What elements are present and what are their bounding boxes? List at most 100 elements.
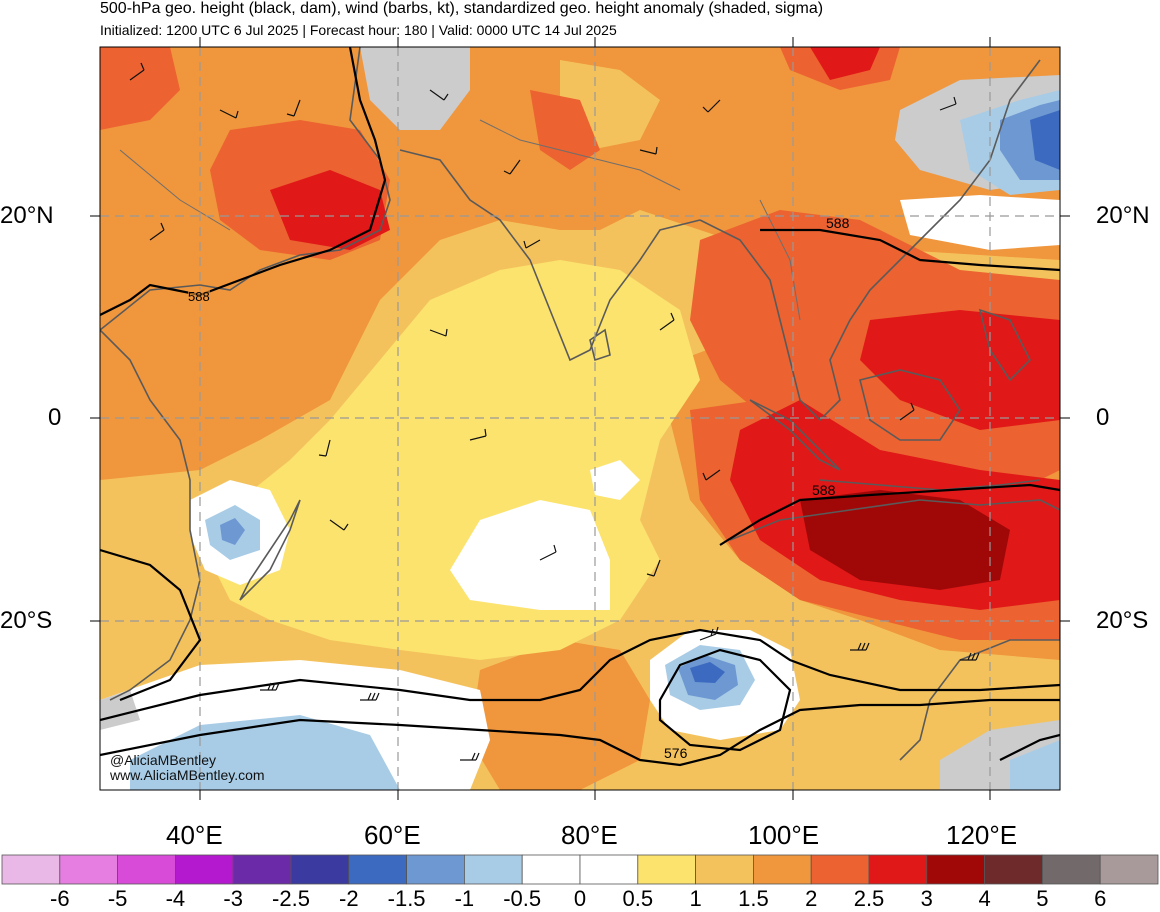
barb xyxy=(702,99,721,113)
coast-seasia xyxy=(699,59,1041,422)
contour-576-low xyxy=(658,648,792,752)
colorbar-swatch xyxy=(59,854,118,885)
lat-label-left-20s: 20°S xyxy=(0,607,53,634)
barb xyxy=(699,626,719,641)
shade-15-south xyxy=(470,640,650,790)
colorbar-tick-label: 5 xyxy=(1036,886,1049,911)
credit-site: www.AliciaMBentley.com xyxy=(110,767,265,783)
coast-east-africa xyxy=(100,329,201,701)
shade-2-nw xyxy=(100,47,180,130)
colorbar-swatch xyxy=(117,854,176,885)
colorbar-tick-label: 4 xyxy=(978,886,991,911)
colorbar-tick-label: 2 xyxy=(805,886,818,911)
colorbar-tick-label: -2.5 xyxy=(272,886,310,911)
contour-africa-south xyxy=(100,548,202,702)
colorbar-swatch xyxy=(463,854,523,885)
border-himalaya xyxy=(479,119,681,191)
height-contours xyxy=(100,47,1060,767)
shade-25-arabia xyxy=(270,170,390,250)
coast-sumatra xyxy=(749,399,841,471)
contour-label-576: 576 xyxy=(664,745,688,761)
colorbar-swatch xyxy=(926,854,985,885)
shade-neg05-southeast xyxy=(1010,740,1060,790)
coast-australia xyxy=(729,499,1060,761)
colorbar-tick-label: -5 xyxy=(107,886,128,911)
barb xyxy=(539,544,557,561)
colorbar-tick-label: 3 xyxy=(920,886,933,911)
contour-label-588-north: 588 xyxy=(826,215,850,231)
barb xyxy=(460,752,480,761)
barb xyxy=(318,439,331,457)
lat-label-left-0: 0 xyxy=(48,404,62,431)
colorbar-swatch xyxy=(1099,854,1159,885)
colorbar-swatch xyxy=(579,854,639,885)
wind-barbs xyxy=(129,62,980,761)
colorbar-swatch xyxy=(290,854,350,885)
shade-grey-northwest xyxy=(360,47,470,130)
contour-588-south xyxy=(719,483,1060,546)
coast-srilanka xyxy=(589,328,611,362)
barb xyxy=(646,559,661,577)
barb xyxy=(899,402,915,421)
barb xyxy=(659,312,675,331)
shade-0-northeast xyxy=(900,195,1060,250)
axes-frame xyxy=(90,37,1070,800)
colorbar-swatch xyxy=(232,854,292,885)
colorbar-tick-label: 1 xyxy=(689,886,702,911)
colorbar-swatch xyxy=(868,854,928,885)
lat-label-right-20s: 20°S xyxy=(1096,607,1149,634)
colorbar-tick-label: -0.5 xyxy=(503,886,542,911)
colorbar-swatch xyxy=(1042,854,1101,885)
coast-philippines xyxy=(978,308,1031,382)
shade-0-central xyxy=(450,500,610,610)
barb xyxy=(469,428,487,441)
shade-neg05-southwest xyxy=(130,715,400,790)
colorbar-swatch xyxy=(174,854,234,885)
shade-25-north xyxy=(810,47,880,80)
map-title: 500-hPa geo. height (black, dam), wind (… xyxy=(100,0,824,17)
barb xyxy=(360,692,380,701)
colorbar-tick-label: -1 xyxy=(454,886,475,911)
contour-576-lower xyxy=(100,698,1060,767)
graticule xyxy=(100,47,1060,790)
colorbar xyxy=(1,854,1159,885)
anomaly-shading xyxy=(100,47,1060,790)
colorbar-tick-label: -2 xyxy=(339,886,359,911)
colorbar-tick-label: 0.5 xyxy=(622,886,654,911)
lon-label-120e: 120°E xyxy=(946,820,1018,850)
colorbar-tick-label: -4 xyxy=(165,886,186,911)
lat-ticks xyxy=(90,215,1070,622)
colorbar-swatch xyxy=(1,854,61,885)
colorbar-tick-label: 0 xyxy=(573,886,587,911)
barb xyxy=(702,469,721,481)
shade-0-small xyxy=(590,460,640,500)
lat-label-right-0: 0 xyxy=(1096,404,1110,431)
colorbar-swatch xyxy=(406,854,465,885)
shade-neg15-china xyxy=(1030,110,1060,170)
barb xyxy=(960,652,980,661)
barb xyxy=(329,519,349,531)
map-subtitle: Initialized: 1200 UTC 6 Jul 2025 | Forec… xyxy=(100,22,617,38)
barb xyxy=(286,99,301,117)
barb xyxy=(429,89,449,101)
contour-576-upper xyxy=(100,628,1060,722)
barb xyxy=(503,159,521,175)
border-egypt-sudan xyxy=(119,149,231,231)
coast-borneo xyxy=(859,369,961,441)
contour-label-588-west: 588 xyxy=(188,289,210,304)
colorbar-tick-label: 1.5 xyxy=(738,886,769,911)
colorbar-tick-label: 6 xyxy=(1094,886,1107,911)
shade-neg15-southlow xyxy=(690,662,725,683)
colorbar-swatch xyxy=(521,854,581,885)
lat-label-right-20n: 20°N xyxy=(1096,202,1150,229)
lon-label-60e: 60°E xyxy=(364,820,421,850)
barb xyxy=(260,682,280,691)
border-myanmar xyxy=(759,199,801,321)
lon-ticks xyxy=(199,37,991,800)
barb xyxy=(639,146,658,155)
colorbar-swatch xyxy=(695,854,754,885)
colorbar-swatch xyxy=(348,854,407,885)
shade-3-australia xyxy=(800,490,1010,590)
lon-label-80e: 80°E xyxy=(561,820,618,850)
